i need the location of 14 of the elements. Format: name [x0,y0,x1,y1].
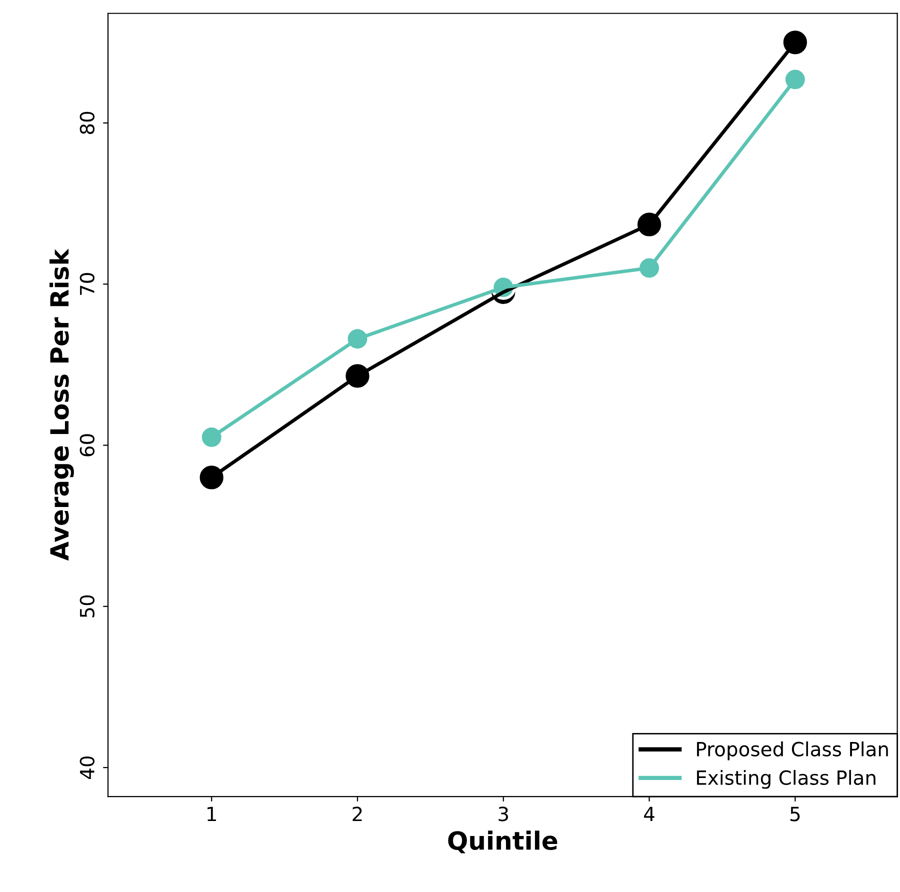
y-axis-title: Average Loss Per Risk [50,248,74,561]
x-tick-label: 2 [352,806,362,822]
x-tick-label: 3 [498,806,508,822]
legend-label: Proposed Class Plan [697,741,888,760]
x-tick-label: 4 [644,806,654,822]
y-tick-label: 60 [80,434,95,456]
legend-label: Existing Class Plan [697,770,876,789]
y-tick-label: 50 [80,595,95,618]
x-tick-label: 1 [208,806,216,822]
x-axis-title: Quintile [448,830,558,854]
y-tick-label: 40 [80,756,95,779]
y-tick-label: 70 [80,273,95,295]
x-tick-label: 5 [790,806,800,822]
y-tick-label: 80 [80,112,95,134]
